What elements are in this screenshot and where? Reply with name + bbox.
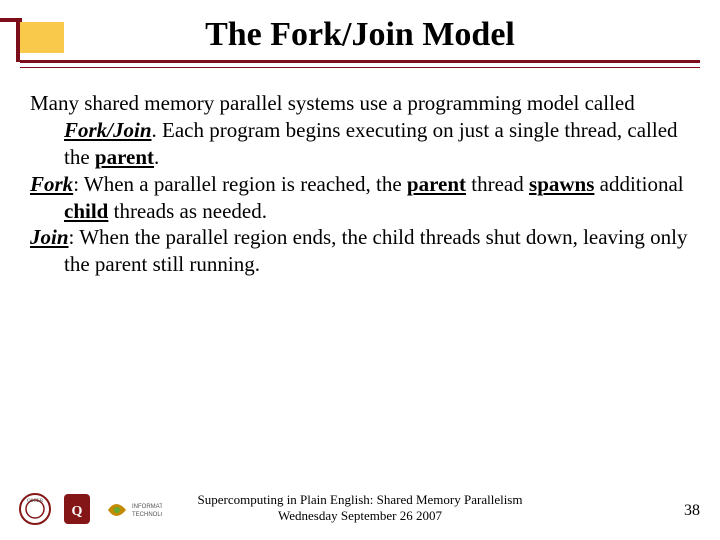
- footer: OSCER Q INFORMATION TECHNOLOGY Supercomp…: [0, 484, 720, 526]
- paragraph-join: Join: When the parallel region ends, the…: [30, 224, 690, 278]
- text: threads as needed.: [108, 199, 267, 223]
- footer-line2: Wednesday September 26 2007: [0, 508, 720, 524]
- header-band: The Fork/Join Model: [0, 0, 720, 76]
- footer-line1: Supercomputing in Plain English: Shared …: [0, 492, 720, 508]
- text: : When a parallel region is reached, the: [73, 172, 407, 196]
- text: thread: [466, 172, 529, 196]
- rule-thin: [20, 67, 700, 68]
- text: : When the parallel region ends, the chi…: [64, 225, 687, 276]
- term-fork: Fork: [30, 172, 73, 196]
- text: .: [154, 145, 159, 169]
- page-title: The Fork/Join Model: [0, 16, 720, 54]
- term-forkjoin: Fork/Join: [64, 118, 152, 142]
- term-parent: parent: [95, 145, 154, 169]
- term-parent: parent: [407, 172, 466, 196]
- page-number: 38: [684, 502, 700, 520]
- paragraph-intro: Many shared memory parallel systems use …: [30, 90, 690, 171]
- text: additional: [594, 172, 683, 196]
- text: Many shared memory parallel systems use …: [30, 91, 635, 115]
- paragraph-fork: Fork: When a parallel region is reached,…: [30, 171, 690, 225]
- rule-thick: [20, 60, 700, 63]
- body-content: Many shared memory parallel systems use …: [30, 90, 690, 278]
- term-child: child: [64, 199, 108, 223]
- footer-text: Supercomputing in Plain English: Shared …: [0, 492, 720, 525]
- term-spawns: spawns: [529, 172, 594, 196]
- term-join: Join: [30, 225, 69, 249]
